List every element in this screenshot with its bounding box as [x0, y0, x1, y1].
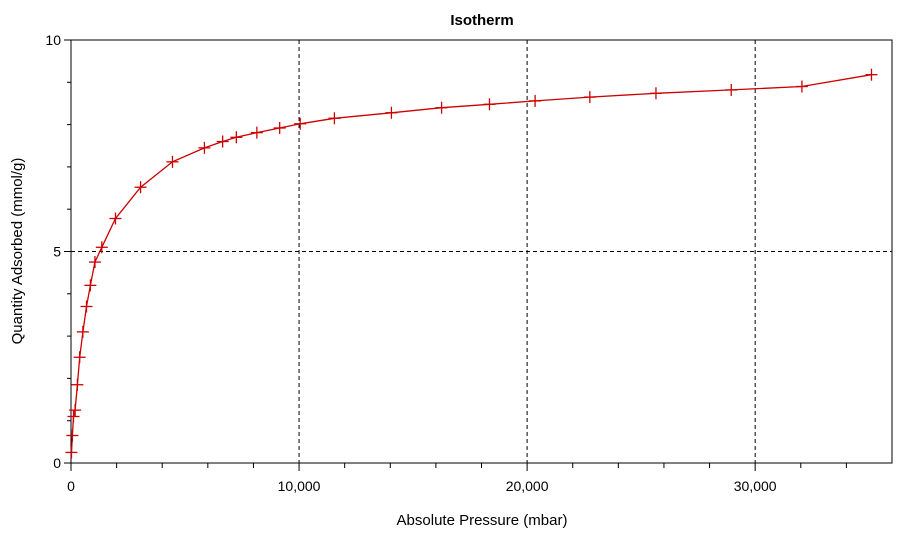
data-point-marker	[294, 117, 307, 130]
data-point-marker	[80, 300, 93, 313]
y-axis-label: Quantity Adsorbed (mmol/g)	[9, 158, 26, 345]
x-tick-label: 10,000	[278, 478, 321, 494]
data-point-marker	[73, 351, 86, 364]
data-point-marker	[435, 101, 448, 114]
data-point-marker	[66, 429, 79, 442]
data-point-marker	[795, 80, 808, 93]
data-point-marker	[71, 378, 84, 391]
data-point-marker	[583, 91, 596, 104]
data-point-marker	[84, 279, 97, 292]
data-point-marker	[166, 155, 179, 168]
data-point-marker	[198, 141, 211, 154]
data-point-marker	[95, 241, 108, 254]
axis-ticks: 0 10,000 20,000 30,000 0 5 10	[45, 32, 847, 494]
data-point-marker	[230, 131, 243, 144]
data-point-marker	[134, 181, 147, 194]
y-tick-label: 5	[53, 244, 61, 260]
data-point-marker	[65, 446, 78, 459]
series-curve	[70, 74, 872, 453]
x-axis-label: Absolute Pressure (mbar)	[397, 512, 568, 529]
data-point-marker	[529, 94, 542, 107]
chart-title: Isotherm	[450, 12, 513, 29]
x-tick-label: 30,000	[734, 478, 777, 494]
x-tick-label: 20,000	[506, 478, 549, 494]
data-point-marker	[328, 112, 341, 125]
data-point-marker	[483, 98, 496, 111]
data-point-marker	[725, 83, 738, 96]
x-tick-label: 0	[67, 478, 75, 494]
data-point-marker	[76, 325, 89, 338]
data-point-marker	[216, 135, 229, 148]
data-point-marker	[69, 404, 82, 417]
data-point-marker	[649, 87, 662, 100]
series-line	[70, 74, 872, 453]
data-point-marker	[109, 212, 122, 225]
data-point-marker	[88, 256, 101, 269]
data-point-marker	[865, 68, 878, 81]
data-point-marker	[273, 121, 286, 134]
data-point-marker	[250, 126, 263, 139]
data-point-marker	[67, 410, 80, 423]
y-tick-label: 10	[45, 32, 61, 48]
data-point-marker	[385, 106, 398, 119]
gridlines	[71, 40, 892, 463]
y-tick-label: 0	[53, 455, 61, 471]
series-markers	[65, 68, 878, 459]
plot-frame	[70, 39, 893, 464]
